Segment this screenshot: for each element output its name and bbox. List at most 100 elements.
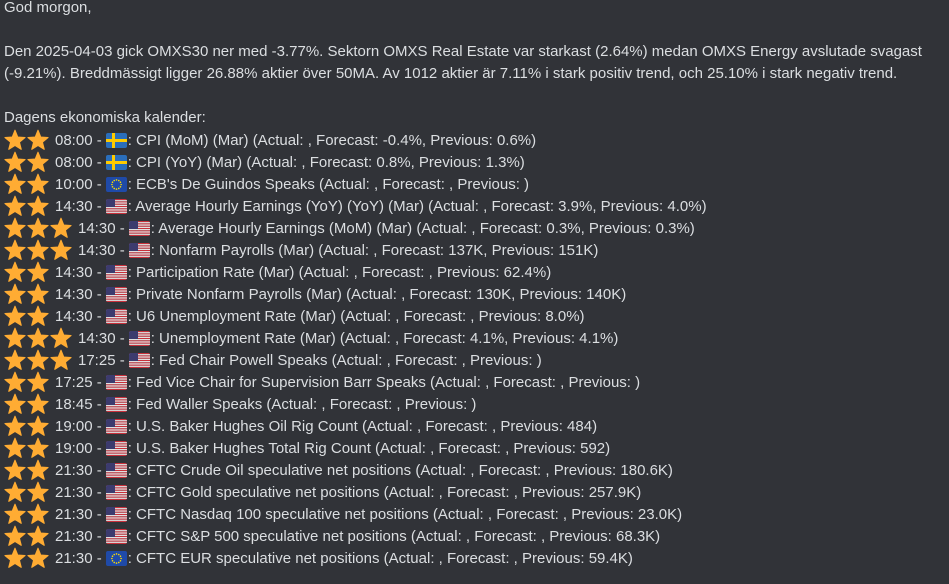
flag-stripe [105,269,127,271]
flag-stripe [105,266,127,268]
calendar-list: 08:00 -: CPI (MoM) (Mar) (Actual: , Fore… [4,129,945,569]
flag-canton [105,308,115,317]
calendar-item: 14:30 -: U6 Unemployment Rate (Mar) (Act… [4,305,945,327]
star-shape [4,129,26,150]
flag-canton [105,198,115,207]
flag-stripe [105,396,127,398]
flag-stripe [105,491,127,493]
flag-stripe [105,271,127,273]
star-icon [4,217,26,238]
importance-stars [4,525,50,547]
flag-stripe [105,286,127,288]
flag-stripe [128,228,150,230]
flag-stripe [128,331,150,333]
importance-stars [4,349,73,371]
star-icon [27,129,49,150]
flag-stripe [105,516,127,519]
flag-stripe [128,254,150,256]
flag-stripe [128,234,150,236]
flag-stripe [105,418,127,420]
country-flag [128,330,150,346]
flag-stripe [105,264,127,266]
star-shape [27,283,49,304]
star-icon [27,217,49,238]
flag-stripe [128,249,150,251]
flag-stripe [105,538,127,541]
flag-stripe [105,409,127,411]
calendar-item: 14:30 -: Nonfarm Payrolls (Mar) (Actual:… [4,239,945,261]
event-time: 08:00 - [55,153,102,171]
flag-stripe [105,534,127,536]
flag-stripe [128,330,150,332]
flag-stripe [105,402,127,404]
flag-stripe [105,293,127,295]
star-shape [50,349,72,370]
flag-stripe [128,354,150,356]
flag-stripe [105,443,127,446]
flag-star [113,187,115,189]
flag-stripe [128,245,150,248]
importance-stars [4,151,50,173]
flag-stripe [128,366,150,368]
flag-stripe [128,250,150,252]
calendar-item: 21:30 -: CFTC S&P 500 speculative net po… [4,525,945,547]
flag-stripe [128,358,150,360]
flag-stripe [105,513,127,515]
flag-stripe [105,212,127,214]
flag-stripe [105,404,127,406]
flag-stripe [105,384,127,387]
star-shape [4,415,26,436]
flag-canton [105,462,115,471]
star-shape [27,151,49,172]
event-text: : Fed Vice Chair for Supervision Barr Sp… [127,373,641,391]
flag-stripe [105,452,127,454]
event-text: : U.S. Baker Hughes Total Rig Count (Act… [127,439,611,457]
country-flag [105,528,127,544]
star-icon [4,195,26,216]
flag-stripe [128,339,150,341]
country-flag [105,440,127,456]
star-icon [4,437,26,458]
flag-star [117,561,120,563]
flag-stripe [105,507,127,509]
star-icon [4,459,26,480]
flag-stripe [128,221,150,223]
star-icon [27,503,49,524]
flag-star [115,552,118,555]
event-time: 14:30 - [78,241,125,259]
flag-star [117,179,120,181]
flag-stripe [105,489,127,491]
flag-stripe [105,317,127,319]
star-icon [50,327,72,348]
calendar-item: 14:30 -: Private Nonfarm Payrolls (Mar) … [4,283,945,305]
flag-stripe [105,204,127,206]
flag-stripe [128,361,150,363]
flag-stripe [105,445,127,447]
flag-stripe [128,342,150,344]
event-text: : Private Nonfarm Payrolls (Mar) (Actual… [127,285,627,303]
flag-stripe [105,406,127,409]
star-shape [27,195,49,216]
flag-canton [105,396,115,405]
event-text: : U.S. Baker Hughes Oil Rig Count (Actua… [127,417,598,435]
flag-stripe [105,318,127,321]
star-shape [4,349,26,370]
flag-stripe [105,426,127,428]
flag-stripe [128,243,150,245]
flag-stripe [105,511,127,513]
flag-stripe [105,464,127,466]
flag-stripe [105,471,127,473]
country-flag [105,506,127,522]
country-flag [105,154,127,170]
calendar-item: 17:25 -: Fed Vice Chair for Supervision … [4,371,945,393]
flag-canton [105,440,115,449]
flag-stripe [105,277,127,279]
event-time: 19:00 - [55,439,102,457]
star-shape [4,327,26,348]
flag-stripe [105,276,127,278]
calendar-item: 14:30 -: Average Hourly Earnings (YoY) (… [4,195,945,217]
flag-stripe [105,387,127,389]
flag-stripe [128,233,150,235]
flag-stripe [128,338,150,340]
